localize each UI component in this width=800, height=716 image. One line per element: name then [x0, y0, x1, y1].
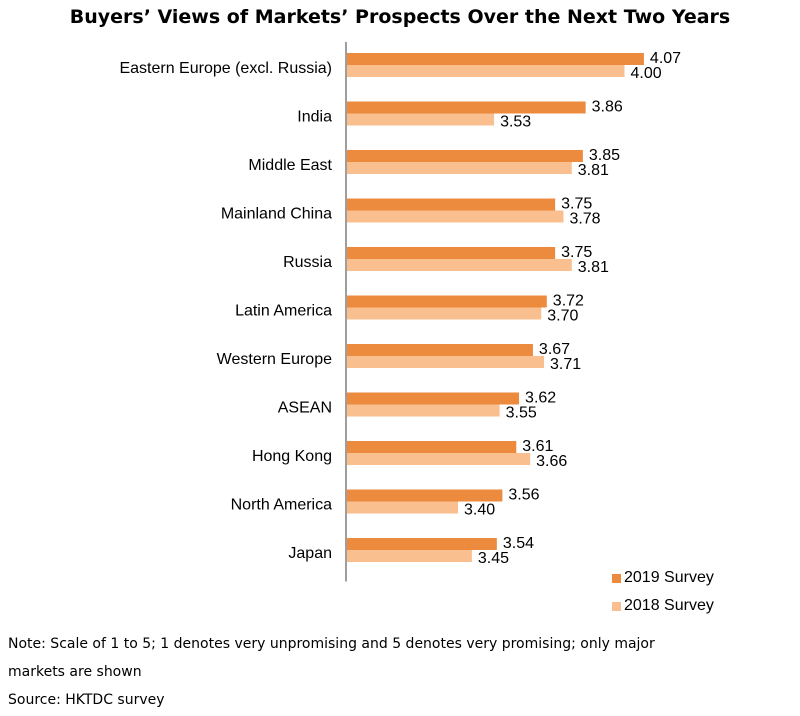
bar-2018 [347, 404, 500, 417]
bar-2018 [347, 162, 572, 174]
bar-2019 [347, 150, 583, 162]
bar-2019 [347, 198, 556, 211]
data-label: 3.75 [561, 196, 592, 213]
bar-2019 [347, 392, 520, 405]
category-label: Eastern Europe (excl. Russia) [119, 60, 332, 77]
data-label: 3.61 [522, 438, 553, 455]
bar-2018 [347, 550, 472, 562]
data-label: 3.75 [561, 244, 592, 261]
data-label: 3.71 [550, 356, 581, 373]
category-label: Latin America [235, 303, 332, 320]
category-label: Middle East [248, 157, 332, 174]
data-label: 3.81 [578, 259, 609, 276]
category-label: Mainland China [221, 206, 332, 223]
category-label: India [297, 109, 332, 126]
note-line-2: markets are shown [8, 664, 142, 680]
labels-layer: Eastern Europe (excl. Russia) 4.074.00 Ind… [119, 50, 681, 567]
source-line: Source: HKTDC survey [8, 692, 165, 708]
category-label: Japan [288, 545, 332, 562]
bar-2019 [347, 489, 503, 502]
legend-swatch-2018 [612, 601, 621, 611]
bar-2019 [347, 247, 556, 259]
category-label: ASEAN [278, 400, 332, 417]
bar-2019 [347, 441, 517, 453]
bar-2018 [347, 113, 495, 126]
bar-2018 [347, 501, 458, 514]
bar-2018 [347, 307, 542, 320]
legend-swatch-2019 [612, 573, 621, 583]
data-label: 3.67 [539, 341, 570, 358]
bar-2019 [347, 344, 533, 356]
data-label: 3.45 [478, 550, 509, 567]
legend-label-2018: 2018 Survey [624, 597, 714, 614]
data-label: 3.56 [508, 487, 539, 504]
bar-2019 [347, 53, 644, 65]
legend-label-2019: 2019 Survey [624, 569, 714, 586]
note-line-1: Note: Scale of 1 to 5; 1 denotes very un… [8, 636, 655, 652]
data-label: 4.07 [650, 50, 681, 67]
data-label: 3.53 [500, 114, 531, 131]
data-label: 3.86 [592, 99, 623, 116]
data-label: 3.70 [547, 308, 578, 325]
bar-2018 [347, 453, 531, 465]
chart-notes: Note: Scale of 1 to 5; 1 denotes very un… [8, 630, 788, 714]
chart-title: Buyers’ Views of Markets’ Prospects Over… [69, 6, 731, 28]
data-label: 3.66 [536, 453, 567, 470]
chart-legend: 2019 Survey 2018 Survey [612, 568, 714, 624]
category-label: Western Europe [217, 351, 332, 368]
category-label: Hong Kong [252, 448, 332, 465]
bar-2018 [347, 356, 545, 368]
legend-item-2019: 2019 Survey [612, 568, 714, 588]
bar-chart: Eastern Europe (excl. Russia) 4.074.00 Ind… [119, 42, 681, 582]
bar-2018 [347, 65, 625, 77]
legend-item-2018: 2018 Survey [612, 596, 714, 616]
data-label: 3.62 [525, 390, 556, 407]
data-label: 3.85 [589, 147, 620, 164]
data-label: 4.00 [631, 65, 662, 82]
data-label: 3.54 [503, 535, 534, 552]
category-label: Russia [283, 254, 332, 271]
bars-layer [347, 53, 644, 562]
bar-2019 [347, 101, 586, 114]
data-label: 3.55 [506, 405, 537, 422]
bar-2019 [347, 538, 497, 550]
data-label: 3.40 [464, 502, 495, 519]
data-label: 3.72 [553, 293, 584, 310]
category-label: North America [231, 497, 332, 514]
bar-2019 [347, 295, 547, 308]
bar-2018 [347, 259, 572, 271]
data-label: 3.81 [578, 162, 609, 179]
bar-2018 [347, 210, 564, 223]
data-label: 3.78 [569, 211, 600, 228]
